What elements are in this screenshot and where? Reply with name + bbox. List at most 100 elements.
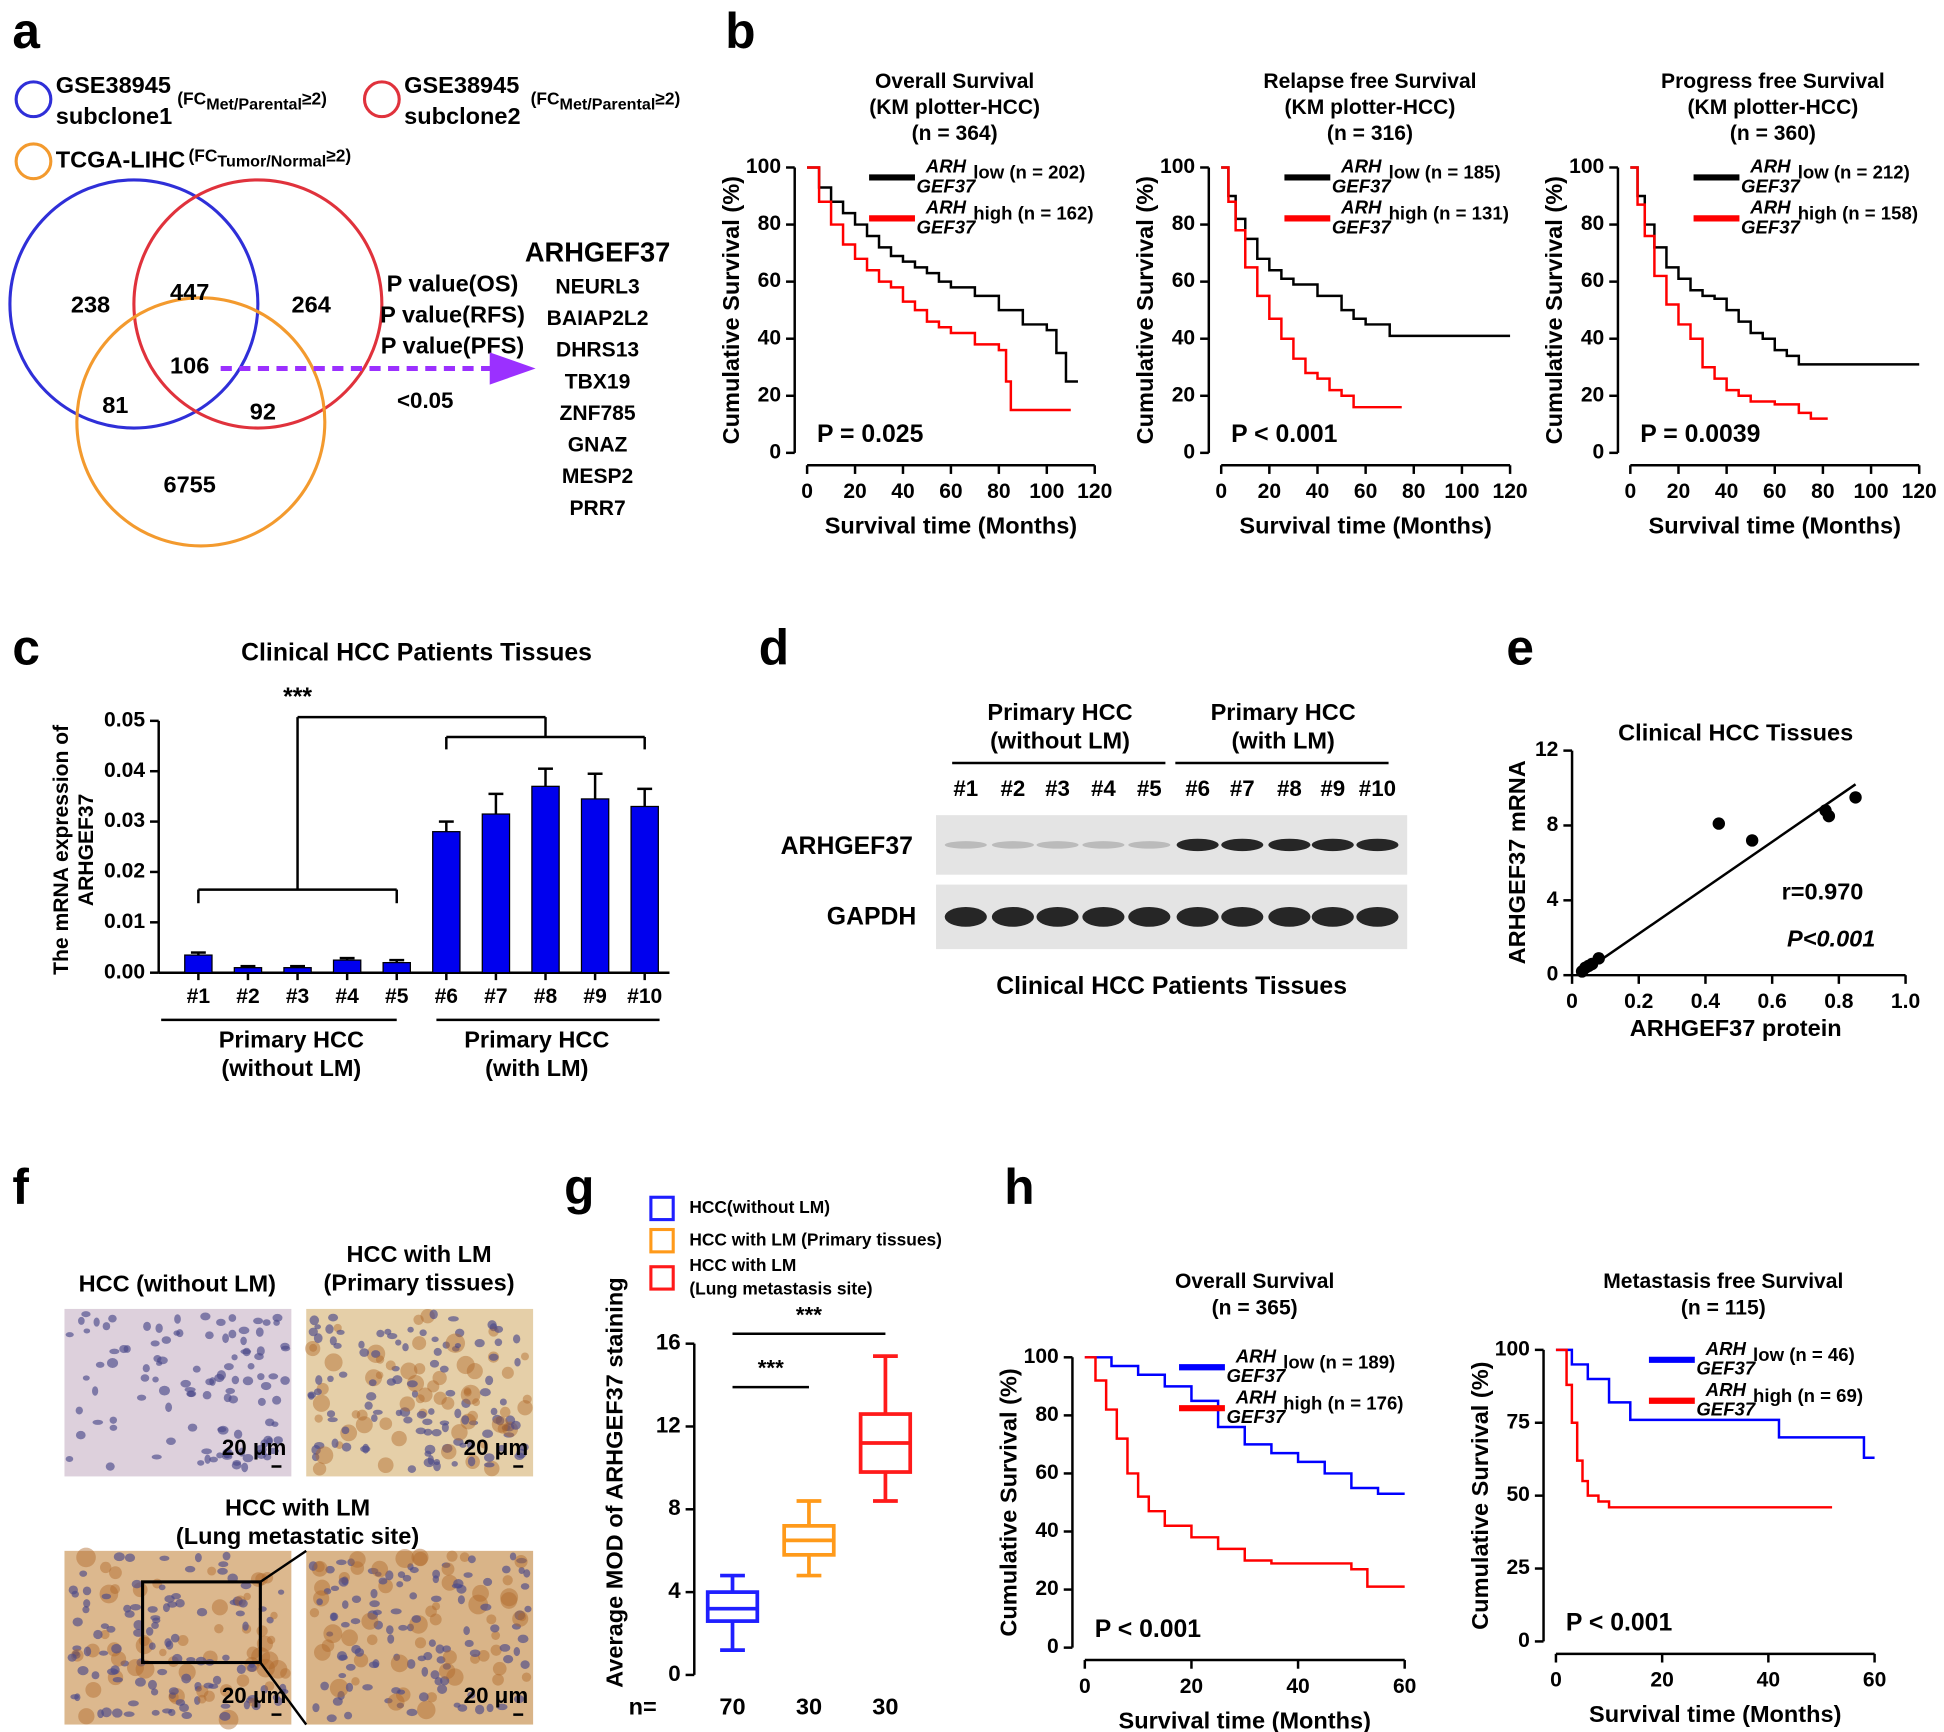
nucleus — [436, 1656, 446, 1664]
venn-count: 92 — [250, 398, 276, 424]
nucleus — [411, 1615, 422, 1623]
stain — [442, 1650, 457, 1665]
y-tick-label: 40 — [758, 326, 781, 349]
nucleus — [151, 1709, 160, 1716]
nucleus — [454, 1408, 462, 1419]
nucleus — [454, 1342, 462, 1349]
legend-name: ARH GEF37 — [917, 196, 978, 237]
nucleus — [196, 1608, 208, 1617]
x-tick-label: 20 — [1180, 1675, 1203, 1698]
nucleus — [442, 1663, 451, 1670]
chart-title: Progress free Survival (KM plotter-HCC) (n… — [1661, 69, 1885, 144]
stain — [456, 1355, 475, 1375]
nucleus — [205, 1331, 214, 1340]
nucleus — [312, 1703, 320, 1713]
nucleus — [164, 1638, 172, 1648]
nucleus — [386, 1625, 394, 1635]
nucleus — [260, 1439, 269, 1448]
y-tick-label: 0 — [769, 440, 781, 463]
nucleus — [124, 1610, 135, 1618]
nucleus — [268, 1447, 280, 1455]
nucleus — [341, 1426, 350, 1435]
x-tick-label: 120 — [1902, 480, 1937, 503]
blot-row: GAPDH — [827, 904, 917, 931]
nucleus — [483, 1577, 493, 1587]
survival-curve — [1221, 166, 1402, 409]
chart-title: Metastasis free Survival (n = 115) — [1603, 1270, 1843, 1319]
y-tick-label: 80 — [758, 212, 781, 235]
significance: *** — [283, 684, 312, 711]
panel-label: g — [564, 1159, 594, 1215]
group-label: Primary HCC (without LM) — [219, 1027, 364, 1082]
nucleus — [392, 1375, 403, 1385]
nucleus — [153, 1355, 162, 1363]
x-tick-label: 60 — [1393, 1675, 1416, 1698]
nucleus — [100, 1623, 109, 1629]
zoom-line — [259, 1549, 307, 1583]
nucleus — [173, 1330, 180, 1336]
x-tick-label: 40 — [1757, 1669, 1780, 1692]
nucleus — [78, 1316, 85, 1325]
x-tick-label: 40 — [1286, 1675, 1309, 1698]
stain — [413, 1363, 426, 1375]
nucleus — [314, 1324, 321, 1330]
nucleus — [155, 1323, 163, 1334]
y-tick-label: 0.04 — [104, 759, 145, 782]
venn-count: 447 — [170, 279, 209, 305]
nucleus — [397, 1571, 406, 1578]
set-name: TCGA-LIHC — [56, 147, 185, 173]
x-tick-label: 0.4 — [1691, 990, 1721, 1013]
stain — [467, 1410, 478, 1422]
nucleus — [120, 1660, 130, 1667]
legend-group: high (n = 162) — [973, 203, 1093, 224]
nucleus — [192, 1365, 201, 1373]
stain — [491, 1416, 509, 1433]
nucleus — [156, 1360, 163, 1366]
nucleus — [325, 1324, 334, 1334]
point — [1849, 791, 1862, 804]
nucleus — [396, 1702, 404, 1709]
nucleus — [406, 1380, 418, 1388]
bar — [184, 954, 213, 974]
nucleus — [253, 1317, 264, 1325]
nucleus — [523, 1569, 531, 1578]
panel-label: h — [1004, 1159, 1034, 1215]
nucleus — [344, 1711, 353, 1720]
nucleus — [442, 1341, 450, 1349]
y-tick-label: 0.00 — [104, 960, 145, 983]
survival-curve — [1555, 1348, 1875, 1459]
stain — [314, 1644, 331, 1661]
nucleus — [109, 1424, 118, 1431]
arrow-head — [489, 352, 536, 385]
lane-label: #5 — [1137, 776, 1162, 801]
nucleus — [184, 1565, 196, 1573]
nucleus — [496, 1703, 508, 1711]
nucleus — [92, 1419, 104, 1425]
nucleus — [151, 1454, 162, 1460]
stain — [353, 1652, 369, 1668]
nucleus — [366, 1392, 377, 1401]
nucleus — [378, 1577, 388, 1585]
y-tick-label: 40 — [1172, 326, 1195, 349]
nucleus — [512, 1334, 521, 1344]
lane-label: #2 — [1001, 776, 1026, 801]
nucleus — [162, 1708, 173, 1714]
nucleus — [166, 1437, 176, 1445]
legend-name: ARH GEF37 — [1226, 1345, 1287, 1386]
nucleus — [327, 1417, 338, 1423]
nucleus — [202, 1391, 212, 1400]
nucleus — [150, 1340, 160, 1347]
nucleus — [490, 1407, 498, 1416]
survival-curve — [807, 166, 1078, 383]
y-tick-label: 100 — [1160, 155, 1195, 178]
x-axis-label: ARHGEF37 protein — [1630, 1015, 1842, 1041]
nucleus — [336, 1559, 347, 1566]
nucleus — [447, 1316, 459, 1322]
box — [705, 1590, 760, 1623]
nucleus — [341, 1442, 352, 1452]
y-tick-label: 50 — [1506, 1483, 1529, 1506]
nucleus — [499, 1398, 507, 1406]
nucleus — [337, 1690, 345, 1701]
nucleus — [441, 1422, 449, 1433]
